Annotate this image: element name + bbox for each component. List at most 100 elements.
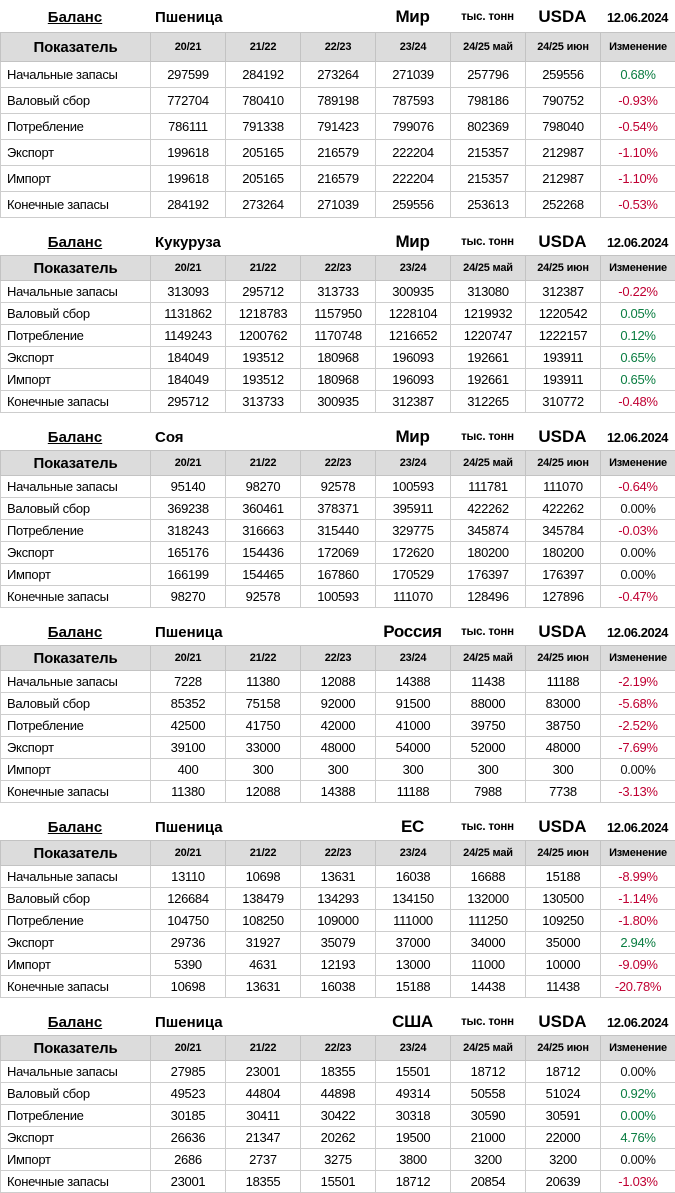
source-label: USDA bbox=[525, 622, 600, 642]
column-header: 20/21 bbox=[151, 33, 226, 62]
value-cell: 18712 bbox=[376, 1171, 451, 1193]
value-cell: 271039 bbox=[376, 62, 451, 88]
unit-label: тыс. тонн bbox=[450, 431, 525, 443]
change-cell: -3.13% bbox=[601, 781, 675, 803]
value-cell: 111250 bbox=[451, 910, 526, 932]
value-cell: 12088 bbox=[226, 781, 301, 803]
value-cell: 165176 bbox=[151, 542, 226, 564]
value-cell: 13631 bbox=[226, 976, 301, 998]
column-header: 24/25 май bbox=[451, 256, 526, 281]
value-cell: 789198 bbox=[301, 88, 376, 114]
value-cell: 126684 bbox=[151, 888, 226, 910]
value-cell: 11438 bbox=[451, 671, 526, 693]
value-cell: 166199 bbox=[151, 564, 226, 586]
row-label: Потребление bbox=[1, 114, 151, 140]
value-cell: 1220542 bbox=[526, 303, 601, 325]
row-label: Конечные запасы bbox=[1, 192, 151, 218]
column-header: 22/23 bbox=[301, 256, 376, 281]
column-header: Изменение bbox=[601, 1036, 675, 1061]
value-cell: 30422 bbox=[301, 1105, 376, 1127]
region-title: ЕС bbox=[375, 817, 450, 837]
column-header: Изменение bbox=[601, 33, 675, 62]
value-cell: 15188 bbox=[526, 866, 601, 888]
value-cell: 271039 bbox=[301, 192, 376, 218]
row-label: Начальные запасы bbox=[1, 866, 151, 888]
value-cell: 300 bbox=[226, 759, 301, 781]
value-cell: 5390 bbox=[151, 954, 226, 976]
value-cell: 192661 bbox=[451, 347, 526, 369]
value-cell: 22000 bbox=[526, 1127, 601, 1149]
report-date: 12.06.2024 bbox=[600, 430, 675, 445]
value-cell: 11188 bbox=[376, 781, 451, 803]
change-cell: -0.64% bbox=[601, 476, 675, 498]
row-label: Конечные запасы bbox=[1, 391, 151, 413]
value-cell: 799076 bbox=[376, 114, 451, 140]
value-cell: 798040 bbox=[526, 114, 601, 140]
table-title-row: Баланс Пшеница Мир тыс. тонн USDA 12.06.… bbox=[0, 2, 675, 32]
value-cell: 180200 bbox=[451, 542, 526, 564]
change-cell: 0.65% bbox=[601, 369, 675, 391]
row-label: Экспорт bbox=[1, 737, 151, 759]
value-cell: 27985 bbox=[151, 1061, 226, 1083]
balance-table-3: Баланс Соя Мир тыс. тонн USDA 12.06.2024… bbox=[0, 424, 675, 608]
column-header: 20/21 bbox=[151, 256, 226, 281]
row-label: Конечные запасы bbox=[1, 781, 151, 803]
row-label: Экспорт bbox=[1, 140, 151, 166]
value-cell: 395911 bbox=[376, 498, 451, 520]
value-cell: 13110 bbox=[151, 866, 226, 888]
value-cell: 3275 bbox=[301, 1149, 376, 1171]
value-cell: 790752 bbox=[526, 88, 601, 114]
change-cell: -1.14% bbox=[601, 888, 675, 910]
value-cell: 109250 bbox=[526, 910, 601, 932]
value-cell: 37000 bbox=[376, 932, 451, 954]
table-title-row: Баланс Пшеница Россия тыс. тонн USDA 12.… bbox=[0, 619, 675, 645]
table-title-row: Баланс Пшеница США тыс. тонн USDA 12.06.… bbox=[0, 1009, 675, 1035]
value-cell: 18355 bbox=[301, 1061, 376, 1083]
value-cell: 100593 bbox=[376, 476, 451, 498]
value-cell: 273264 bbox=[226, 192, 301, 218]
value-cell: 11000 bbox=[451, 954, 526, 976]
row-label: Валовый сбор bbox=[1, 693, 151, 715]
value-cell: 378371 bbox=[301, 498, 376, 520]
column-header: 24/25 июн bbox=[526, 1036, 601, 1061]
value-cell: 34000 bbox=[451, 932, 526, 954]
commodity-title: Соя bbox=[150, 429, 375, 446]
indicator-column-header: Показатель bbox=[1, 1036, 151, 1061]
value-cell: 54000 bbox=[376, 737, 451, 759]
value-cell: 98270 bbox=[151, 586, 226, 608]
value-cell: 193512 bbox=[226, 347, 301, 369]
value-cell: 212987 bbox=[526, 166, 601, 192]
column-header: 24/25 июн bbox=[526, 646, 601, 671]
value-cell: 12088 bbox=[301, 671, 376, 693]
value-cell: 300 bbox=[451, 759, 526, 781]
row-label: Экспорт bbox=[1, 542, 151, 564]
value-cell: 1228104 bbox=[376, 303, 451, 325]
value-cell: 180968 bbox=[301, 347, 376, 369]
row-label: Импорт bbox=[1, 166, 151, 192]
value-cell: 176397 bbox=[451, 564, 526, 586]
value-cell: 1216652 bbox=[376, 325, 451, 347]
value-cell: 205165 bbox=[226, 166, 301, 192]
value-cell: 772704 bbox=[151, 88, 226, 114]
value-cell: 259556 bbox=[376, 192, 451, 218]
change-cell: -0.54% bbox=[601, 114, 675, 140]
value-cell: 111070 bbox=[376, 586, 451, 608]
column-header: Изменение bbox=[601, 256, 675, 281]
value-cell: 109000 bbox=[301, 910, 376, 932]
value-cell: 2737 bbox=[226, 1149, 301, 1171]
value-cell: 7988 bbox=[451, 781, 526, 803]
value-cell: 222204 bbox=[376, 166, 451, 192]
